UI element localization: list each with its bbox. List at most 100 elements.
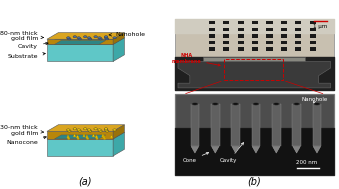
Ellipse shape	[66, 129, 70, 131]
Ellipse shape	[105, 130, 109, 132]
Bar	[266, 41, 273, 44]
Bar	[209, 21, 215, 24]
Polygon shape	[178, 61, 331, 88]
FancyBboxPatch shape	[175, 94, 334, 175]
Polygon shape	[113, 33, 124, 44]
Ellipse shape	[77, 129, 80, 131]
Ellipse shape	[98, 129, 101, 131]
Bar	[224, 59, 283, 80]
Bar	[281, 41, 287, 44]
Polygon shape	[47, 38, 124, 44]
Polygon shape	[212, 146, 219, 153]
Polygon shape	[273, 146, 280, 153]
Polygon shape	[86, 136, 88, 139]
Bar	[281, 28, 287, 31]
Bar	[310, 21, 316, 24]
Polygon shape	[96, 136, 98, 139]
Polygon shape	[93, 134, 95, 137]
Bar	[281, 47, 287, 51]
Bar	[266, 28, 273, 31]
Ellipse shape	[78, 38, 81, 40]
Bar	[295, 21, 301, 24]
Ellipse shape	[67, 38, 71, 40]
Ellipse shape	[88, 130, 92, 132]
Bar	[295, 47, 301, 51]
Bar	[310, 34, 316, 38]
Bar	[238, 21, 244, 24]
Polygon shape	[102, 134, 104, 137]
Text: 1 μm: 1 μm	[313, 24, 327, 29]
Bar	[313, 104, 321, 146]
Text: Substrate: Substrate	[7, 53, 45, 59]
Ellipse shape	[105, 38, 109, 40]
Ellipse shape	[293, 103, 300, 105]
Ellipse shape	[103, 137, 105, 138]
Ellipse shape	[233, 103, 239, 105]
Bar	[266, 47, 273, 51]
Ellipse shape	[77, 37, 80, 39]
Ellipse shape	[74, 136, 76, 137]
Text: (a): (a)	[78, 177, 92, 186]
Text: NHA
membrane: NHA membrane	[172, 53, 220, 66]
Ellipse shape	[212, 103, 218, 105]
Polygon shape	[83, 134, 85, 137]
Ellipse shape	[104, 37, 108, 39]
Ellipse shape	[314, 103, 320, 105]
Ellipse shape	[83, 136, 85, 137]
Bar	[281, 34, 287, 38]
Bar	[223, 28, 229, 31]
Ellipse shape	[113, 129, 116, 131]
Ellipse shape	[110, 137, 113, 138]
Ellipse shape	[73, 128, 77, 130]
Polygon shape	[47, 125, 124, 131]
Ellipse shape	[253, 103, 259, 105]
Polygon shape	[47, 33, 124, 39]
Bar	[209, 41, 215, 44]
Ellipse shape	[92, 136, 95, 137]
Ellipse shape	[87, 37, 91, 39]
Bar	[310, 41, 316, 44]
Bar	[252, 34, 258, 38]
Polygon shape	[74, 134, 76, 137]
Polygon shape	[67, 135, 69, 138]
Polygon shape	[47, 44, 113, 61]
Bar	[211, 104, 220, 146]
Ellipse shape	[94, 128, 97, 130]
Bar	[223, 34, 229, 38]
Ellipse shape	[104, 128, 108, 130]
Ellipse shape	[76, 137, 79, 138]
Bar	[223, 47, 229, 51]
Bar	[238, 34, 244, 38]
Polygon shape	[191, 146, 199, 153]
Bar	[272, 104, 281, 146]
Ellipse shape	[87, 129, 91, 131]
Bar	[209, 47, 215, 51]
Ellipse shape	[113, 37, 116, 39]
Polygon shape	[47, 39, 113, 44]
Bar	[266, 34, 273, 38]
Ellipse shape	[66, 37, 70, 39]
Bar	[223, 41, 229, 44]
Ellipse shape	[73, 36, 77, 38]
Ellipse shape	[98, 37, 101, 39]
Ellipse shape	[102, 136, 104, 137]
FancyBboxPatch shape	[175, 19, 334, 90]
Bar	[310, 47, 316, 51]
Polygon shape	[203, 57, 305, 61]
Ellipse shape	[273, 103, 279, 105]
Polygon shape	[55, 135, 106, 139]
Ellipse shape	[99, 130, 102, 132]
Polygon shape	[47, 131, 113, 139]
Text: Cone: Cone	[183, 153, 208, 163]
Bar	[209, 34, 215, 38]
Ellipse shape	[83, 128, 87, 130]
Bar	[252, 28, 258, 31]
Text: (b): (b)	[247, 177, 261, 186]
Bar	[252, 41, 258, 44]
Polygon shape	[232, 146, 239, 153]
Bar	[292, 104, 301, 146]
Polygon shape	[111, 135, 113, 138]
Bar	[191, 104, 199, 146]
Ellipse shape	[88, 38, 92, 40]
Text: Nanocone: Nanocone	[6, 136, 46, 145]
